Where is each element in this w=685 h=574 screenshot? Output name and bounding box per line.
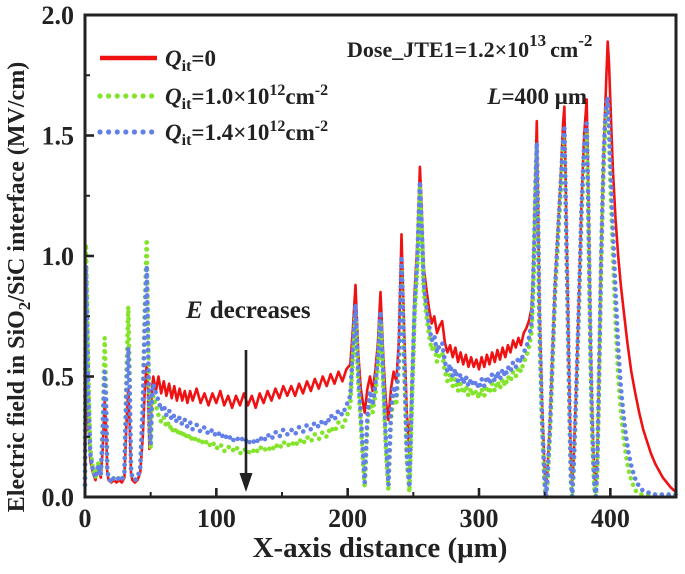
series-green-curve bbox=[82, 103, 679, 498]
y-tick-label: 2.0 bbox=[42, 1, 75, 30]
x-tick-label: 200 bbox=[328, 504, 367, 533]
y-tick-label: 1.0 bbox=[42, 242, 75, 271]
series-blue-curve bbox=[82, 96, 679, 498]
annotation-length: L=400 μm bbox=[486, 84, 587, 109]
down-arrow-head bbox=[239, 473, 253, 492]
down-arrow bbox=[239, 350, 253, 492]
tick-labels-group: 0 100 200 300 400 0.0 0.5 1.0 1.5 2.0 bbox=[42, 1, 630, 533]
x-tick-label: 300 bbox=[460, 504, 499, 533]
legend: Qit=0 Qit=1.0×1012cm-2 Qit=1.4×1012cm-2 bbox=[97, 46, 328, 149]
x-tick-label: 400 bbox=[591, 504, 630, 533]
x-tick-label: 0 bbox=[79, 504, 92, 533]
annotation-dose: Dose_JTE1=1.2×1013 cm-2 bbox=[347, 31, 592, 62]
x-tick-label: 100 bbox=[197, 504, 236, 533]
x-axis-title: X-axis distance (μm) bbox=[253, 532, 508, 564]
legend-label-qit-1e12: Qit=1.0×1012cm-2 bbox=[165, 82, 328, 113]
plot-frame bbox=[83, 13, 678, 499]
curves-group bbox=[82, 40, 679, 498]
legend-label-qit-1.4e12: Qit=1.4×1012cm-2 bbox=[165, 118, 328, 149]
y-tick-label: 0.5 bbox=[42, 363, 75, 392]
y-tick-label: 1.5 bbox=[42, 122, 75, 151]
y-tick-label: 0.0 bbox=[42, 483, 75, 512]
legend-label-qit0: Qit=0 bbox=[165, 46, 216, 75]
y-axis-title: Electric field in SiO2/SiC interface (MV… bbox=[4, 62, 34, 512]
